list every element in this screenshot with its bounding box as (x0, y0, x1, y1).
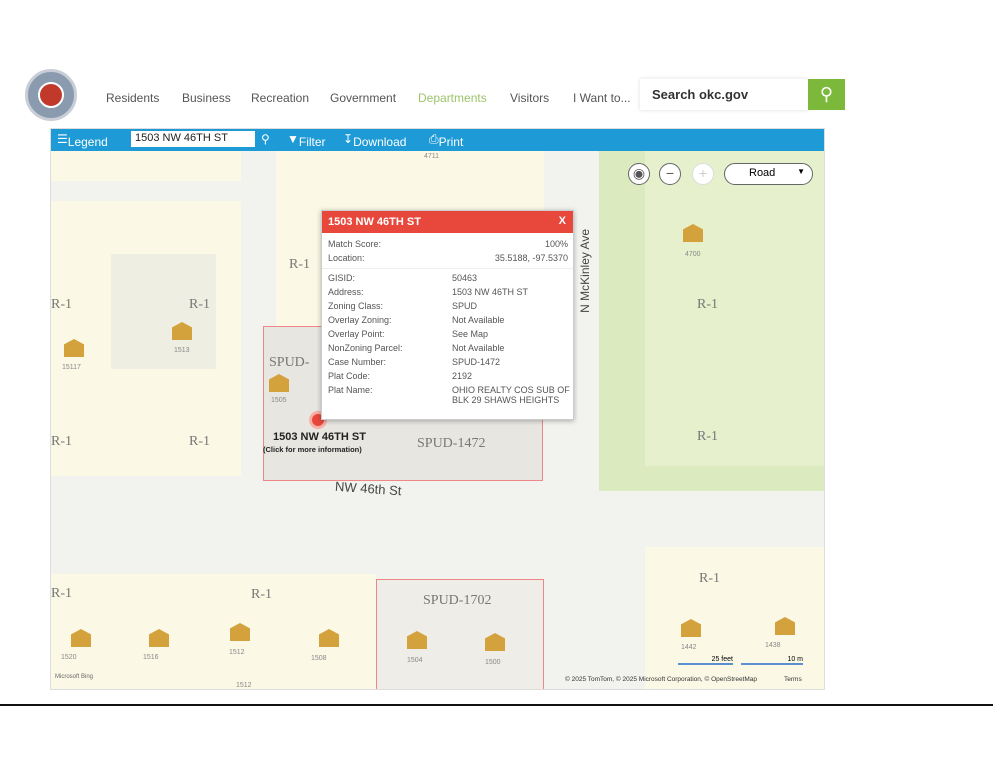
street-label-nw-46th: NW 46th St (334, 478, 402, 499)
parcel-info-popup: 1503 NW 46TH ST X Match Score: 100% Locati… (321, 210, 574, 420)
microsoft-bing-logo: Microsoft Bing (55, 674, 94, 680)
label: Match Score: (328, 239, 382, 249)
chevron-down-icon: ▼ (797, 167, 805, 176)
label: Plat Name: (328, 385, 373, 395)
house-icon[interactable] (71, 629, 91, 647)
label: Zoning Class: (328, 301, 384, 311)
match-score: 100% (544, 239, 568, 249)
scale-bar-meters: 10 m (741, 656, 803, 665)
map[interactable]: R-1 R-1 R-1 R-1 R-1 SPUD- SPUD-1472 R-1 … (50, 128, 825, 690)
search-icon: ⚲ (819, 84, 834, 104)
label: NonZoning Parcel: (328, 343, 403, 353)
value: Not Available (452, 343, 505, 353)
zone-label: R-1 (189, 434, 210, 449)
download-button[interactable]: ↧ Download (343, 132, 407, 149)
house-icon[interactable] (485, 633, 505, 651)
value: Not Available (452, 315, 505, 325)
popup-title: 1503 NW 46TH ST (328, 216, 421, 228)
nav-i-want-to[interactable]: I Want to... (573, 91, 631, 105)
nav-departments[interactable]: Departments (418, 91, 487, 105)
zone-label: R-1 (289, 257, 310, 272)
divider (0, 704, 993, 706)
nav-government[interactable]: Government (330, 91, 397, 105)
house-icon[interactable] (775, 617, 795, 635)
map-style-dropdown[interactable]: Road ▼ (724, 163, 813, 185)
value: 50463 (452, 273, 478, 283)
house-icon[interactable] (407, 631, 427, 649)
label: Address: (328, 287, 364, 297)
nav-visitors[interactable]: Visitors (510, 91, 550, 105)
zone-label: R-1 (51, 586, 72, 601)
house-icon[interactable] (681, 619, 701, 637)
location-value: 35.5188, -97.5370 (494, 253, 568, 263)
city-seal-logo[interactable] (25, 69, 77, 121)
legend-button[interactable]: ☰ Legend (57, 132, 108, 149)
marker-sublabel[interactable]: (Click for more information) (263, 445, 362, 454)
zone-label: SPUD-1472 (417, 436, 486, 451)
house-icon[interactable] (172, 322, 192, 340)
nav-residents[interactable]: Residents (106, 91, 160, 105)
locate-me-button[interactable]: ◉ (628, 163, 650, 185)
print-button[interactable]: ⎙ Print (429, 132, 464, 149)
download-label: Download (353, 135, 407, 149)
zone-label: SPUD- (269, 355, 310, 370)
label: Plat Code: (328, 371, 371, 381)
house-icon[interactable] (319, 629, 339, 647)
terms-link[interactable]: Terms (784, 676, 802, 683)
house-icon[interactable] (64, 339, 84, 357)
filter-label: Filter (298, 135, 326, 149)
close-icon[interactable]: X (558, 215, 566, 227)
street-label-mckinley: N McKinley Ave (578, 229, 592, 313)
scale-bar-feet: 25 feet (678, 656, 733, 665)
label: Overlay Point: (328, 329, 385, 339)
value: 2192 (452, 371, 473, 381)
label: Case Number: (328, 357, 387, 367)
zone-label: R-1 (51, 434, 72, 449)
map-style-value: Road (749, 167, 776, 179)
house-icon[interactable] (230, 623, 250, 641)
value: SPUD-1472 (452, 357, 501, 367)
nav-business[interactable]: Business (182, 91, 231, 105)
label: GISID: (328, 273, 356, 283)
value: SPUD (452, 301, 478, 311)
nav-recreation[interactable]: Recreation (251, 91, 310, 105)
filter-button[interactable]: ▼ Filter (287, 132, 326, 149)
legend-label: Legend (67, 135, 108, 149)
site-search-input[interactable]: Search okc.gov (640, 79, 808, 110)
house-icon[interactable] (269, 374, 289, 392)
zone-label: R-1 (251, 587, 272, 602)
zone-label: R-1 (699, 571, 720, 586)
print-label: Print (438, 135, 464, 149)
marker-label[interactable]: 1503 NW 46TH ST (273, 431, 366, 443)
house-icon[interactable] (683, 224, 703, 242)
map-toolbar: ☰ Legend 1503 NW 46TH ST ⚲ ▼ Filter ↧ Do… (51, 129, 824, 151)
value: OHIO REALTY COS SUB OF BLK 29 SHAWS HEIG… (452, 385, 570, 405)
label: Overlay Zoning: (328, 315, 392, 325)
zoom-out-button[interactable]: − (659, 163, 681, 185)
value: 1503 NW 46TH ST (452, 287, 529, 297)
zone-label: R-1 (697, 429, 718, 444)
search-button[interactable]: ⚲ (808, 79, 845, 110)
address-search-input[interactable]: 1503 NW 46TH ST (131, 131, 255, 147)
search-icon[interactable]: ⚲ (261, 132, 270, 146)
zone-label: R-1 (51, 297, 72, 312)
value: See Map (452, 329, 489, 339)
zone-label: R-1 (189, 297, 210, 312)
label: Location: (328, 253, 365, 263)
zone-label: R-1 (697, 297, 718, 312)
house-icon[interactable] (149, 629, 169, 647)
zone-label: SPUD-1702 (423, 593, 492, 608)
map-attribution: © 2025 TomTom, © 2025 Microsoft Corporat… (565, 676, 758, 683)
zoom-in-button[interactable]: + (692, 163, 714, 185)
